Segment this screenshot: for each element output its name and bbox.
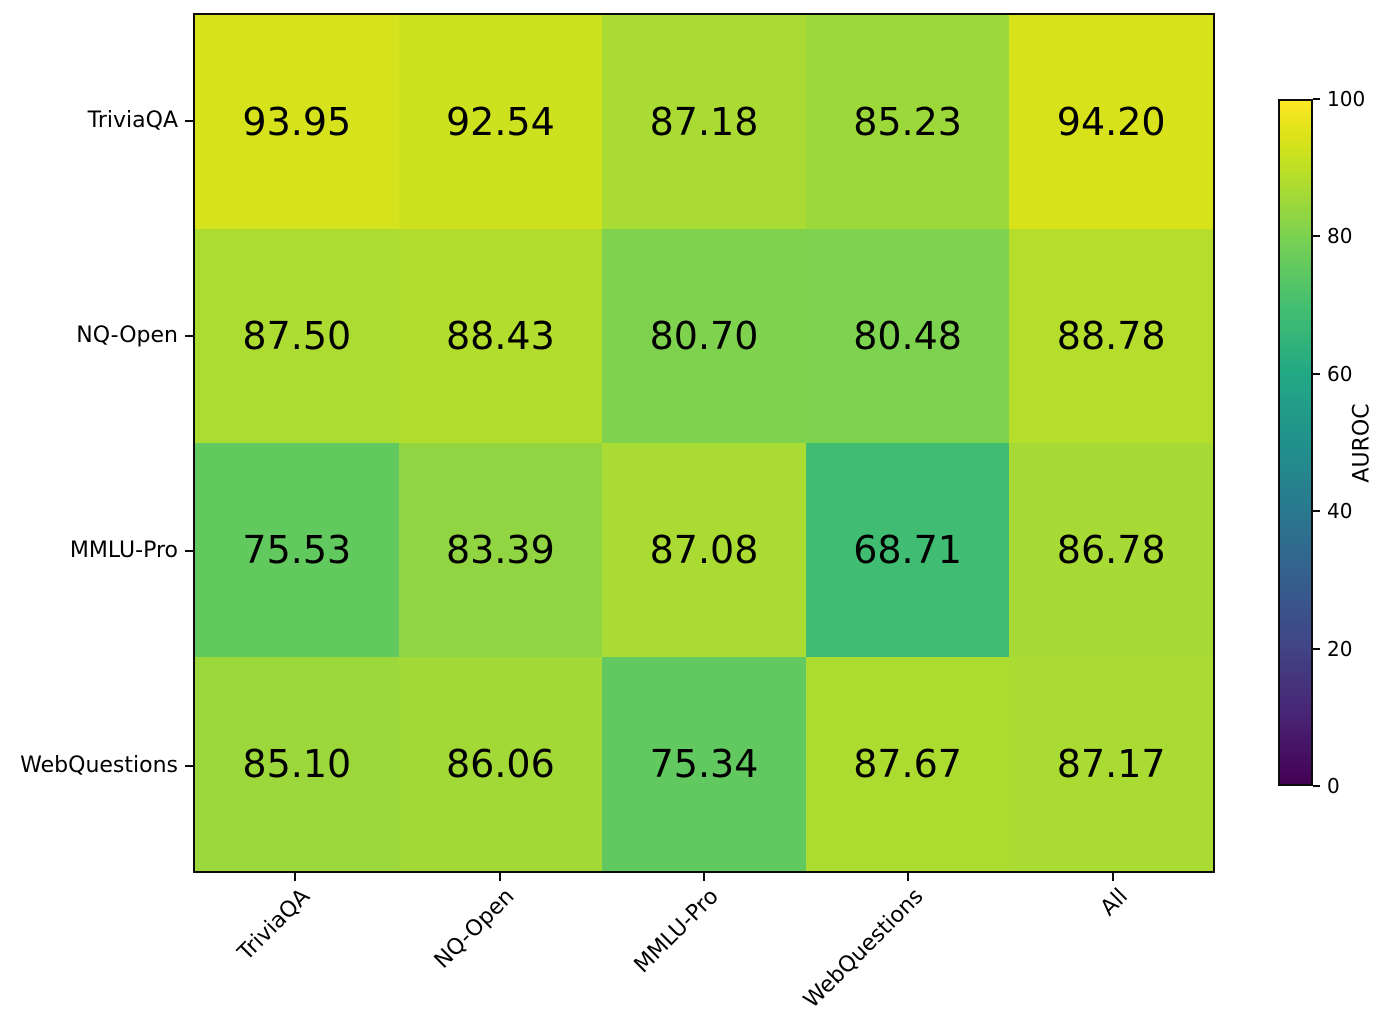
heatmap-cell: 75.53: [195, 443, 399, 657]
colorbar-tick: [1313, 98, 1320, 100]
colorbar-tick: [1313, 235, 1320, 238]
colorbar-tick-label: 20: [1327, 636, 1353, 661]
heatmap-cell: 86.78: [1009, 443, 1213, 657]
colorbar-gradient: [1280, 101, 1311, 784]
heatmap-cell: 87.08: [602, 443, 806, 657]
y-axis-tick: [185, 549, 193, 552]
x-axis-tick-label: TriviaQA: [233, 884, 315, 966]
colorbar-tick-label: 80: [1327, 224, 1353, 249]
colorbar-tick-label: 40: [1327, 499, 1353, 524]
y-axis-tick-label: NQ-Open: [76, 322, 178, 348]
y-axis-tick: [185, 334, 193, 337]
heatmap-cell: 86.06: [398, 657, 603, 871]
x-axis-tick: [907, 873, 910, 881]
heatmap-cell: 75.34: [602, 657, 806, 871]
heatmap-cell: 87.18: [602, 15, 806, 229]
colorbar-tick: [1313, 647, 1320, 650]
x-axis-tick: [1111, 873, 1114, 881]
heatmap-cell: 87.17: [1009, 657, 1213, 871]
x-axis-tick-label: MMLU-Pro: [629, 884, 724, 979]
colorbar-tick-label: 100: [1327, 87, 1366, 111]
heatmap-cell: 87.67: [805, 657, 1010, 871]
heatmap-cell: 85.23: [805, 15, 1010, 229]
heatmap-cell: 68.71: [805, 443, 1010, 657]
heatmap-cell: 94.20: [1009, 15, 1213, 229]
heatmap-cell: 88.78: [1009, 229, 1213, 443]
x-axis-tick-label: NQ-Open: [429, 884, 520, 974]
colorbar: [1278, 99, 1313, 786]
heatmap-cell: 93.95: [195, 15, 399, 229]
y-axis-tick: [185, 764, 193, 767]
heatmap-cell: 83.39: [398, 443, 603, 657]
x-axis-tick: [498, 873, 501, 881]
heatmap-cell: 80.48: [805, 229, 1010, 443]
colorbar-tick-label: 0: [1327, 774, 1340, 798]
colorbar-title: AUROC: [1349, 403, 1375, 483]
heatmap-cell: 80.70: [602, 229, 806, 443]
heatmap-cell: 85.10: [195, 657, 399, 871]
heatmap-cell: 88.43: [398, 229, 603, 443]
colorbar-tick: [1313, 510, 1320, 513]
heatmap-cell: 92.54: [398, 15, 603, 229]
x-axis-tick-label: WebQuestions: [798, 884, 929, 1014]
heatmap-grid: 93.95 92.54 87.18 85.23 94.20 87.50 88.43 80.70…: [193, 13, 1215, 873]
colorbar-tick: [1313, 372, 1320, 375]
colorbar-tick: [1313, 785, 1320, 787]
y-axis-tick-label: WebQuestions: [20, 752, 178, 778]
x-axis-tick: [294, 873, 297, 881]
colorbar-tick-label: 60: [1327, 361, 1353, 386]
heatmap-cell: 87.50: [195, 229, 399, 443]
y-axis-tick: [185, 119, 193, 122]
x-axis-tick-label: All: [1095, 884, 1133, 921]
x-axis-tick: [703, 873, 705, 881]
y-axis-tick-label: TriviaQA: [87, 107, 178, 133]
y-axis-tick-label: MMLU-Pro: [69, 537, 178, 563]
